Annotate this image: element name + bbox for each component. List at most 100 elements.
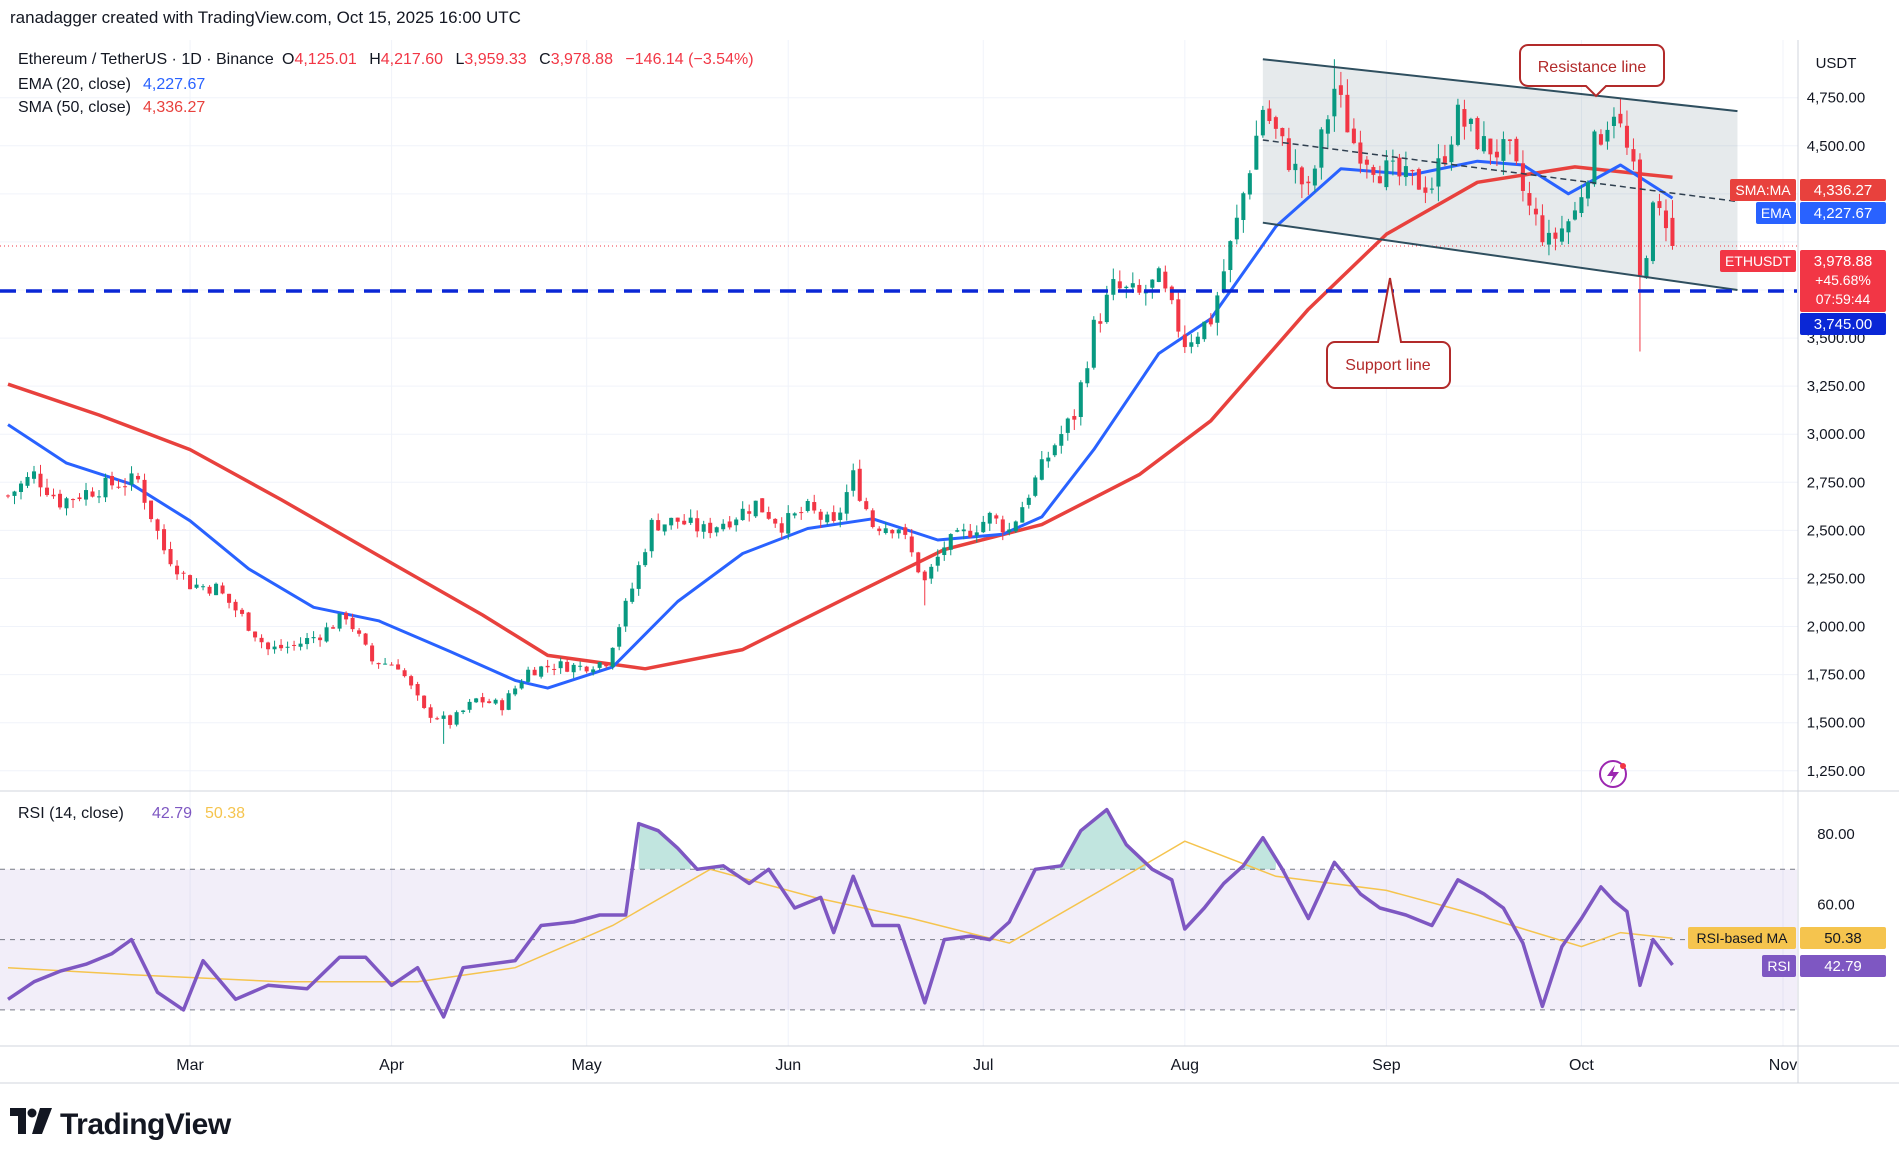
candle[interactable] (623, 598, 628, 632)
candle[interactable] (669, 517, 674, 530)
candle[interactable] (1663, 199, 1668, 242)
candle[interactable] (1182, 325, 1187, 353)
candle[interactable] (246, 611, 251, 632)
candle[interactable] (1208, 313, 1213, 327)
candle[interactable] (584, 665, 589, 674)
candle[interactable] (428, 704, 433, 723)
candle[interactable] (539, 665, 544, 679)
candle[interactable] (1624, 110, 1629, 155)
candle[interactable] (84, 482, 89, 506)
candle[interactable] (929, 563, 934, 584)
candle[interactable] (376, 662, 381, 669)
candle[interactable] (370, 642, 375, 665)
candle[interactable] (383, 657, 388, 665)
candle[interactable] (116, 479, 121, 489)
candle[interactable] (5, 494, 11, 499)
candle[interactable] (786, 505, 791, 540)
candle[interactable] (1312, 165, 1317, 192)
candle[interactable] (526, 666, 531, 683)
candle[interactable] (110, 471, 115, 490)
candle[interactable] (1481, 121, 1486, 154)
candle[interactable] (1215, 291, 1220, 336)
candle[interactable] (1611, 107, 1616, 139)
candle[interactable] (136, 472, 141, 483)
candle[interactable] (305, 632, 310, 650)
candle[interactable] (1163, 265, 1168, 293)
candle[interactable] (1338, 71, 1343, 108)
candle[interactable] (1403, 151, 1408, 186)
candle[interactable] (188, 574, 193, 590)
candle[interactable] (812, 494, 817, 514)
candle[interactable] (870, 508, 875, 529)
candle[interactable] (415, 681, 420, 701)
candle[interactable] (773, 518, 778, 528)
candle[interactable] (1520, 150, 1525, 202)
candle[interactable] (38, 464, 43, 497)
candle[interactable] (1637, 153, 1642, 352)
candle[interactable] (1039, 451, 1044, 481)
candle[interactable] (44, 478, 50, 497)
candle[interactable] (532, 667, 537, 676)
candle[interactable] (493, 698, 498, 705)
candle[interactable] (1494, 139, 1499, 167)
candle[interactable] (311, 631, 316, 644)
candle[interactable] (142, 473, 147, 510)
candle[interactable] (1605, 121, 1610, 150)
candle[interactable] (675, 517, 680, 529)
candle[interactable] (851, 463, 856, 497)
candle[interactable] (1533, 197, 1538, 226)
candle[interactable] (760, 498, 765, 513)
candle[interactable] (721, 519, 726, 532)
candle[interactable] (916, 551, 921, 574)
candle[interactable] (1091, 316, 1096, 370)
candle[interactable] (688, 509, 693, 525)
candle[interactable] (1351, 118, 1356, 145)
candle[interactable] (1501, 131, 1506, 175)
candle[interactable] (1325, 115, 1330, 148)
candle[interactable] (162, 524, 167, 555)
candle[interactable] (935, 549, 940, 572)
candle[interactable] (513, 685, 518, 697)
candle[interactable] (97, 490, 102, 504)
candle[interactable] (324, 622, 329, 643)
candle[interactable] (422, 695, 427, 710)
candle[interactable] (896, 528, 901, 539)
candle[interactable] (1299, 165, 1304, 199)
candle[interactable] (1644, 255, 1649, 279)
candle[interactable] (1098, 313, 1103, 333)
candle[interactable] (57, 489, 63, 510)
candle[interactable] (1241, 191, 1246, 233)
candle[interactable] (1150, 279, 1155, 299)
candle[interactable] (1572, 201, 1577, 221)
candle[interactable] (253, 631, 258, 642)
candle[interactable] (857, 459, 862, 502)
candle[interactable] (285, 641, 290, 654)
candle[interactable] (1468, 117, 1473, 132)
candle[interactable] (77, 493, 82, 502)
candle[interactable] (298, 637, 303, 651)
candle[interactable] (175, 560, 180, 580)
candle[interactable] (266, 641, 271, 656)
candle[interactable] (792, 512, 797, 519)
candle[interactable] (1319, 127, 1324, 180)
candle[interactable] (844, 484, 849, 521)
candle[interactable] (279, 639, 284, 651)
candle[interactable] (1657, 193, 1662, 216)
candle[interactable] (389, 662, 394, 666)
candle[interactable] (1527, 181, 1532, 216)
candle[interactable] (1455, 98, 1460, 147)
candle[interactable] (123, 478, 128, 496)
candle[interactable] (1267, 100, 1272, 125)
candle[interactable] (610, 647, 615, 670)
candle[interactable] (1247, 170, 1252, 200)
candle[interactable] (1553, 227, 1558, 251)
candle[interactable] (129, 466, 134, 491)
candle[interactable] (1546, 219, 1551, 256)
candle[interactable] (155, 518, 160, 540)
candle[interactable] (597, 661, 602, 671)
candle[interactable] (948, 533, 953, 556)
candle[interactable] (591, 666, 596, 676)
candle[interactable] (1169, 285, 1174, 305)
candle[interactable] (727, 516, 732, 530)
candle[interactable] (1189, 334, 1194, 354)
